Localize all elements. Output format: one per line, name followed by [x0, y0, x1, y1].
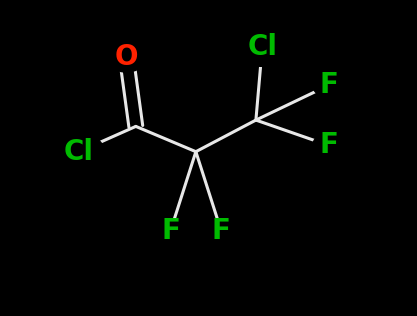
Text: Cl: Cl — [64, 138, 94, 166]
Ellipse shape — [155, 219, 186, 243]
Ellipse shape — [237, 28, 287, 66]
Text: Cl: Cl — [247, 33, 277, 61]
Text: F: F — [319, 71, 338, 99]
Text: F: F — [212, 217, 231, 245]
Text: F: F — [319, 131, 338, 159]
Text: O: O — [115, 43, 138, 71]
Ellipse shape — [54, 133, 104, 171]
Text: F: F — [161, 217, 180, 245]
Ellipse shape — [205, 219, 237, 243]
Ellipse shape — [313, 133, 344, 157]
Ellipse shape — [313, 73, 344, 97]
Ellipse shape — [106, 42, 146, 72]
